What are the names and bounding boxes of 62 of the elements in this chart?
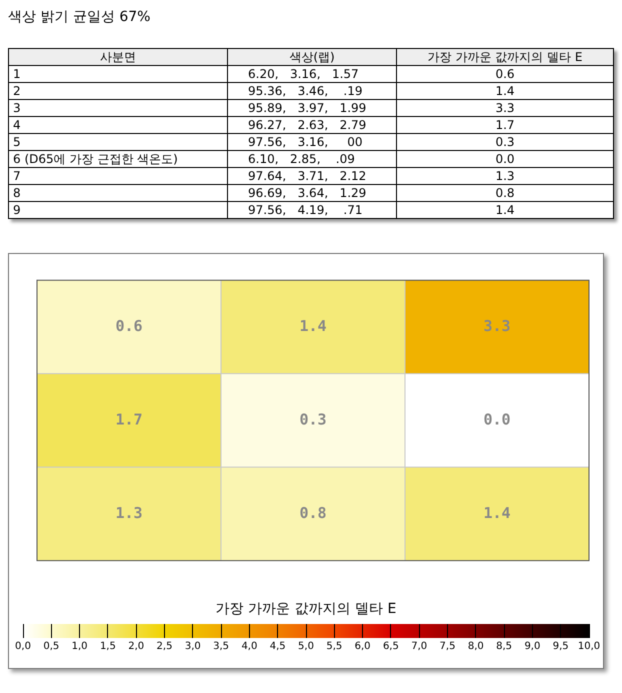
data-label: 1.7 <box>115 410 143 428</box>
text: 1.3 <box>495 169 515 183</box>
data-label: 3.3 <box>483 316 511 335</box>
color-bar-label: 6,0 <box>354 641 372 652</box>
text: 96.69, 3.64, 1.29 <box>248 186 366 200</box>
category-label: 8 <box>13 186 21 200</box>
category-label: 2 <box>13 84 21 98</box>
text: 95.36, 3.46, .19 <box>248 84 362 98</box>
text: 3.3 <box>495 101 515 115</box>
data-label: 0.6 <box>115 316 143 335</box>
color-bar-label: 5,0 <box>297 641 315 652</box>
data-label: 0.0 <box>483 410 511 428</box>
data-label: 1.3 <box>115 504 143 522</box>
category-label: 7 <box>13 169 21 183</box>
text: 95.89, 3.97, 1.99 <box>248 101 366 115</box>
color-bar-label: 7,5 <box>438 641 456 652</box>
color-bar-label: 8,5 <box>495 641 514 652</box>
text: 6.10, 2.85, .09 <box>248 152 355 166</box>
category-label: 사분면 <box>8 48 228 66</box>
color-bar-label: 3,0 <box>184 641 202 652</box>
data-label: 0.8 <box>299 504 327 522</box>
color-bar-label: 0,0 <box>14 641 32 652</box>
color-bar-label: 1,5 <box>98 641 117 652</box>
text: 색상 밝기 균일성 67% <box>8 8 152 26</box>
color-bar-label: 7,0 <box>410 641 428 652</box>
color-bar-label: 4,0 <box>240 641 258 652</box>
color-bar-label: 5,5 <box>325 641 344 652</box>
category-label: 3 <box>13 101 21 115</box>
text: 0.3 <box>495 135 515 149</box>
text: 96.27, 2.63, 2.79 <box>248 118 366 132</box>
category-label: 6 (D65에 가장 근접한 색온도) <box>13 152 178 166</box>
color-bar-label: 9,5 <box>552 641 569 652</box>
color-bar-label: 3,5 <box>212 641 230 652</box>
text: 6.20, 3.16, 1.57 <box>248 67 359 81</box>
category-label: 5 <box>13 135 21 149</box>
color-bar-label: 2,0 <box>127 641 146 652</box>
category-label: 9 <box>13 203 21 217</box>
data-label: 1.4 <box>299 316 327 335</box>
data-label: 0.3 <box>299 410 327 428</box>
data-label: 1.4 <box>483 504 511 522</box>
color-bar-label: 4,5 <box>268 641 287 652</box>
text: 1.7 <box>495 118 515 132</box>
text: 97.56, 4.19, .71 <box>248 203 362 217</box>
category-label: 색상(랩) <box>228 48 396 66</box>
color-bar-title: 가장 가까운 값까지의 델타 E <box>214 600 398 618</box>
category-label: 가장 가까운 값까지의 델타 E <box>396 48 614 66</box>
color-bar-label: 2,5 <box>156 641 174 652</box>
category-label: 4 <box>13 118 21 132</box>
color-bar-label: 9,0 <box>523 641 542 652</box>
color-bar-label: 6,5 <box>382 641 400 652</box>
text: 97.64, 3.71, 2.12 <box>248 169 366 183</box>
color-bar-label: 0,5 <box>42 641 60 652</box>
color-bar-label: 1,0 <box>70 641 89 652</box>
color-bar-label: 10,0 <box>576 641 602 652</box>
text: 0.8 <box>495 186 515 200</box>
text: 1.4 <box>495 203 515 217</box>
text: 97.56, 3.16, 00 <box>248 135 362 149</box>
category-label: 1 <box>13 67 21 81</box>
text: 1.4 <box>495 84 515 98</box>
text: 0.0 <box>495 152 515 166</box>
text: 0.6 <box>495 67 515 81</box>
color-bar-label: 8,0 <box>466 641 485 652</box>
